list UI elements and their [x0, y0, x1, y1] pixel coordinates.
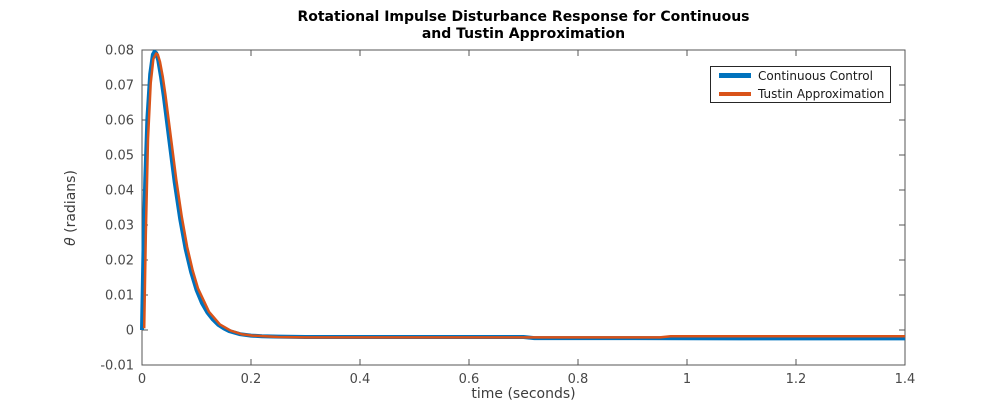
tustin-approximation-line[interactable]	[142, 52, 905, 339]
x-tick-label: 0.8	[568, 372, 589, 387]
chart-title-line2: and Tustin Approximation	[421, 26, 626, 42]
continuous-control-swatch	[719, 73, 751, 78]
y-tick-label: 0.03	[105, 219, 134, 234]
legend-label-tustin-approximation: Tustin Approximation	[758, 86, 885, 101]
y-axis-label: θ (radians)	[63, 170, 79, 246]
y-tick-label: 0.05	[105, 149, 134, 164]
x-tick-label: 0	[138, 372, 146, 387]
tustin-approximation-swatch	[719, 91, 751, 96]
y-tick-label: 0.06	[105, 114, 134, 129]
legend-item-continuous-control[interactable]: Continuous Control	[719, 69, 882, 83]
x-tick-label: 1.4	[895, 372, 916, 387]
legend-label-continuous-control: Continuous Control	[758, 68, 873, 83]
legend-item-tustin-approximation[interactable]: Tustin Approximation	[719, 86, 885, 101]
y-axis-label-text: (radians)	[63, 170, 79, 238]
y-tick-label: 0	[126, 324, 134, 339]
y-tick-label: 0.07	[105, 79, 134, 94]
x-tick-label: 1	[683, 372, 691, 387]
y-tick-label: 0.04	[105, 184, 134, 199]
x-tick-label: 0.4	[350, 372, 371, 387]
legend[interactable]: Continuous Control Tustin Approximation	[710, 66, 891, 103]
y-tick-label: -0.01	[100, 359, 134, 374]
x-axis-label: time (seconds)	[471, 386, 576, 402]
chart-title: Rotational Impulse Disturbance Response …	[142, 9, 905, 43]
axes-box	[141, 49, 906, 366]
x-tick-label: 1.2	[786, 372, 807, 387]
y-tick-label: 0.01	[105, 289, 134, 304]
y-tick-label: 0.02	[105, 254, 134, 269]
x-tick-label: 0.2	[241, 372, 262, 387]
x-tick-label: 0.6	[459, 372, 480, 387]
y-tick-label: 0.08	[105, 44, 134, 59]
chart-title-line1: Rotational Impulse Disturbance Response …	[297, 9, 750, 25]
theta-symbol: θ	[63, 237, 79, 246]
